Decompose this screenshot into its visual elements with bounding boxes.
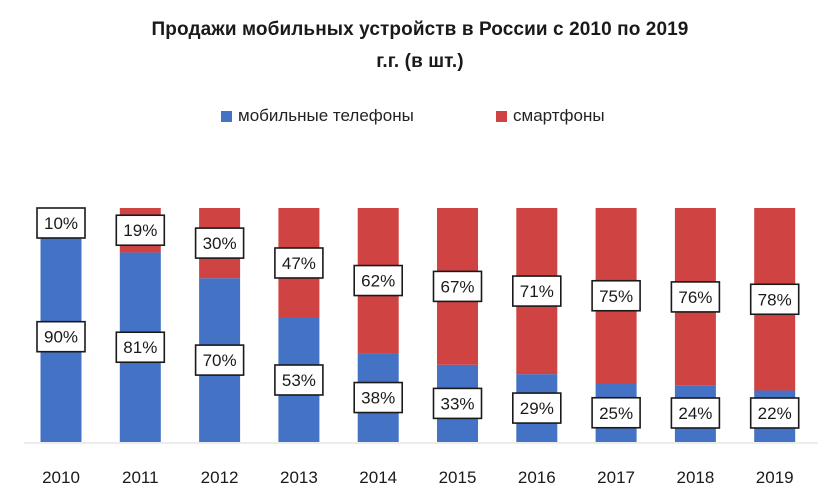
- data-label-phones-2014-box: [353, 381, 404, 414]
- legend-swatch-smartphones: [496, 110, 507, 122]
- x-tick-label-2013: 2013: [280, 468, 318, 487]
- data-label-phones-2018-box: [670, 397, 721, 429]
- data-label-phones-2016-box: [511, 392, 562, 424]
- chart-title-line-2: г.г. (в шт.): [376, 51, 464, 72]
- data-label-phones-2018: 24%: [678, 404, 712, 423]
- data-label-smartphones-2012-box: [194, 227, 245, 259]
- data-label-phones-2017-box: [591, 396, 641, 429]
- data-label-phones-2014: 38%: [361, 389, 395, 408]
- data-label-phones-2010-box: [36, 320, 86, 353]
- data-label-phones-2015: 33%: [440, 394, 474, 413]
- data-label-smartphones-2011: 19%: [123, 221, 157, 240]
- data-label-smartphones-2019: 78%: [758, 290, 792, 309]
- data-label-smartphones-2010-box: [36, 207, 86, 239]
- legend-label-smartphones: смартфоны: [513, 106, 605, 125]
- data-label-phones-2019-box: [749, 397, 800, 429]
- data-label-phones-2016: 29%: [520, 399, 554, 418]
- legend-item-smartphones: смартфоны: [496, 105, 605, 127]
- data-label-smartphones-2017-box: [591, 279, 641, 312]
- data-label-phones-2011-box: [115, 331, 166, 364]
- x-tick-label-2012: 2012: [201, 468, 239, 487]
- data-label-smartphones-2010: 10%: [44, 214, 78, 233]
- data-label-smartphones-2018-box: [670, 281, 721, 313]
- data-label-smartphones-2011-box: [115, 214, 166, 247]
- x-tick-label-2015: 2015: [439, 468, 477, 487]
- data-label-phones-2012-box: [194, 344, 245, 376]
- legend-item-mobile-phones: мобильные телефоны: [221, 105, 414, 127]
- data-label-smartphones-2013-box: [274, 247, 324, 279]
- data-label-smartphones-2012: 30%: [203, 234, 237, 253]
- data-label-phones-2012: 70%: [203, 351, 237, 370]
- data-label-smartphones-2018: 76%: [678, 288, 712, 307]
- x-tick-label-2019: 2019: [756, 468, 794, 487]
- chart-title-line-1: Продажи мобильных устройств в России с 2…: [151, 19, 689, 40]
- data-label-smartphones-2017: 75%: [599, 287, 633, 306]
- legend-swatch-mobile-phones: [221, 110, 232, 122]
- x-tick-label-2018: 2018: [676, 468, 714, 487]
- x-tick-label-2014: 2014: [359, 468, 397, 487]
- data-label-phones-2015-box: [432, 387, 483, 420]
- data-label-phones-2019: 22%: [758, 404, 792, 423]
- data-label-smartphones-2013: 47%: [282, 254, 316, 273]
- data-label-phones-2013: 53%: [282, 371, 316, 390]
- data-label-smartphones-2015-box: [432, 270, 483, 303]
- data-label-smartphones-2019-box: [749, 283, 800, 316]
- data-label-phones-2017: 25%: [599, 404, 633, 423]
- x-tick-label-2010: 2010: [42, 468, 80, 487]
- data-label-phones-2013-box: [274, 364, 324, 396]
- data-label-smartphones-2014: 62%: [361, 272, 395, 291]
- x-tick-label-2017: 2017: [597, 468, 635, 487]
- x-tick-label-2011: 2011: [122, 468, 159, 487]
- x-tick-label-2016: 2016: [518, 468, 556, 487]
- data-label-smartphones-2015: 67%: [440, 277, 474, 296]
- data-label-smartphones-2016: 71%: [520, 282, 554, 301]
- legend-label-mobile-phones: мобильные телефоны: [238, 106, 414, 125]
- data-label-phones-2010: 90%: [44, 328, 78, 347]
- data-label-smartphones-2016-box: [511, 275, 562, 307]
- data-label-smartphones-2014-box: [353, 264, 404, 297]
- data-label-phones-2011: 81%: [123, 338, 157, 357]
